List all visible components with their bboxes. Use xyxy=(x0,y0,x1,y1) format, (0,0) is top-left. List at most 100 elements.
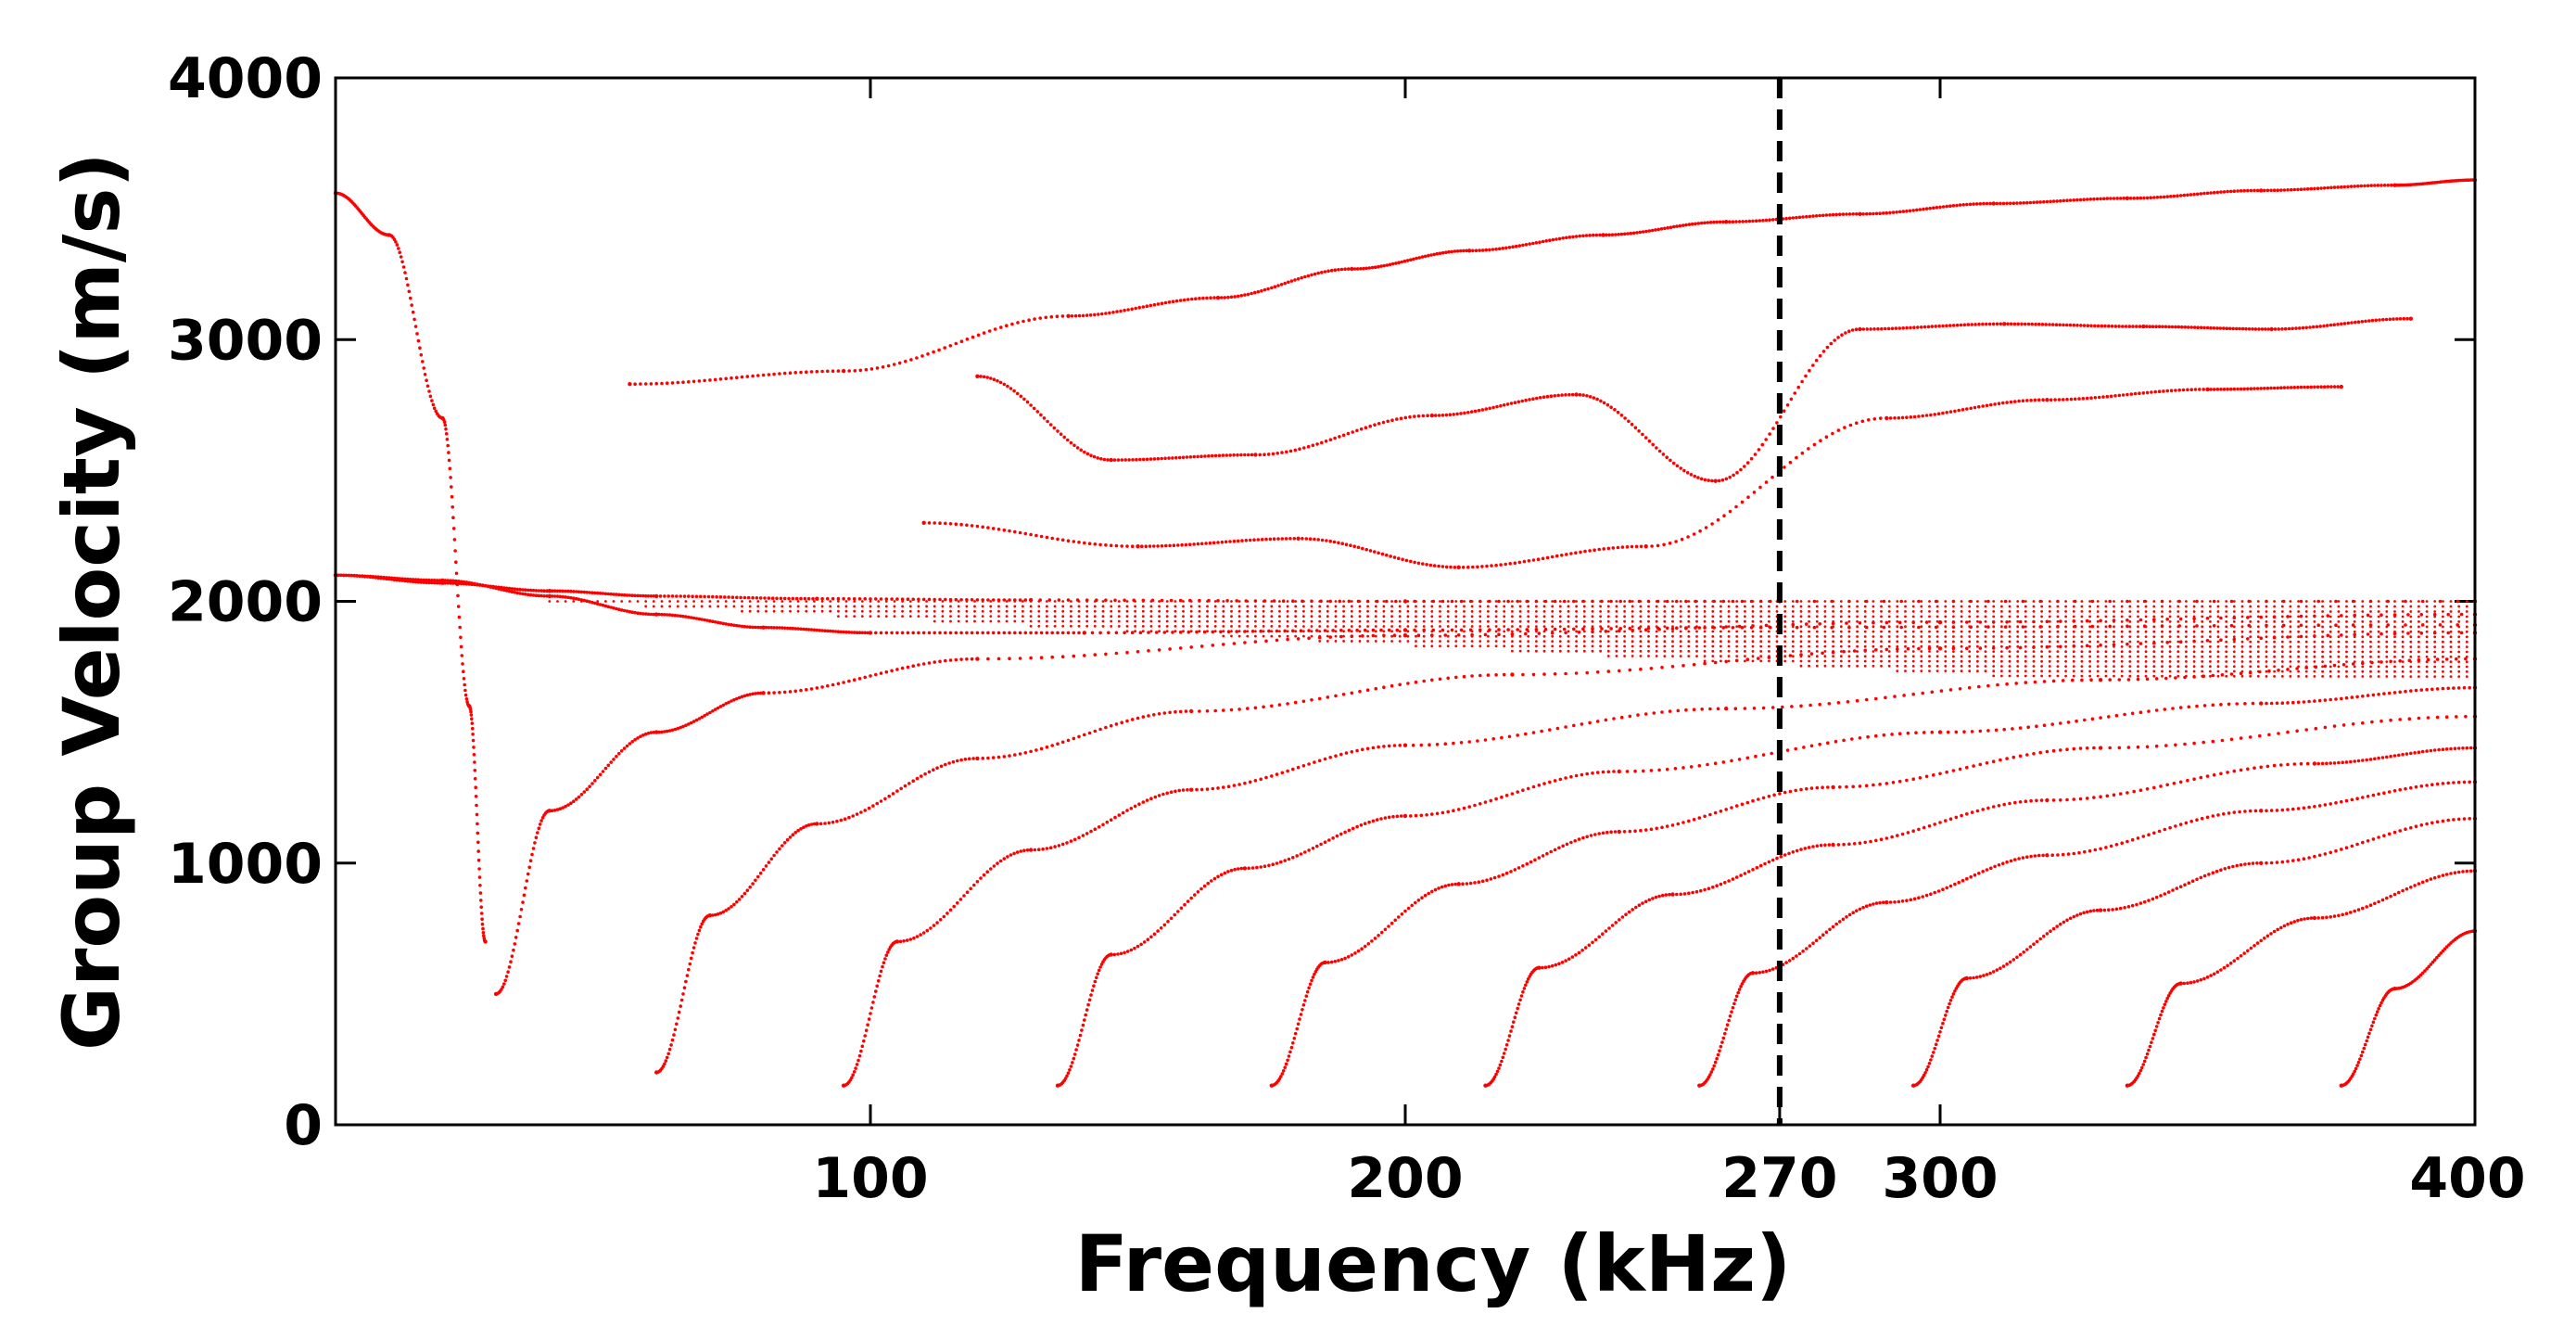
data-point xyxy=(500,585,503,590)
data-point xyxy=(1897,899,1901,904)
data-point xyxy=(1453,566,1457,569)
data-point xyxy=(1767,860,1771,864)
data-point xyxy=(2065,397,2069,402)
data-point xyxy=(2085,910,2089,914)
data-point xyxy=(1413,414,1416,418)
data-point xyxy=(2136,1074,2140,1078)
data-point xyxy=(2138,901,2143,905)
data-point xyxy=(1945,324,1948,328)
data-point xyxy=(2326,633,2330,638)
data-point xyxy=(1687,605,1691,608)
data-point xyxy=(1501,247,1505,250)
data-point xyxy=(2099,716,2102,720)
data-point xyxy=(1937,324,1941,328)
data-point xyxy=(1579,550,1582,555)
data-point xyxy=(398,250,402,255)
data-point xyxy=(449,579,452,582)
data-point xyxy=(2313,385,2316,389)
data-point xyxy=(1655,446,1658,450)
data-point xyxy=(1960,605,1963,608)
data-point xyxy=(1743,465,1746,468)
data-point xyxy=(1952,600,1955,603)
data-point xyxy=(874,672,878,677)
data-point xyxy=(2072,746,2076,751)
data-point xyxy=(1313,760,1316,764)
data-point xyxy=(732,605,736,608)
data-point xyxy=(1429,253,1433,257)
data-point xyxy=(2109,197,2113,200)
data-point xyxy=(2334,848,2338,853)
data-point xyxy=(1069,839,1073,843)
data-point xyxy=(1390,600,1393,603)
data-point xyxy=(1013,631,1017,635)
data-point xyxy=(2005,682,2009,686)
data-point xyxy=(2232,387,2237,391)
data-point xyxy=(1831,212,1835,217)
data-point xyxy=(877,609,881,613)
data-point xyxy=(1991,805,1996,809)
data-point xyxy=(1728,475,1732,479)
data-point xyxy=(1851,784,1855,789)
data-point xyxy=(2219,968,2223,972)
data-point xyxy=(1471,565,1475,569)
data-point xyxy=(1945,886,1948,890)
data-point xyxy=(1520,399,1524,403)
data-point xyxy=(2011,727,2014,731)
data-point xyxy=(1163,456,1167,461)
data-point xyxy=(1016,321,1020,325)
data-point xyxy=(2099,644,2102,647)
data-point xyxy=(1936,412,1941,416)
data-point xyxy=(2371,1020,2376,1025)
data-point xyxy=(1906,731,1910,735)
data-point xyxy=(2014,682,2018,685)
data-point xyxy=(2256,600,2260,603)
data-point xyxy=(2409,751,2413,756)
data-point xyxy=(1543,965,1548,969)
data-point xyxy=(1415,610,1417,613)
data-point xyxy=(462,581,466,586)
data-point xyxy=(1174,709,1177,714)
data-point xyxy=(646,594,651,598)
data-point xyxy=(1199,787,1204,792)
data-point xyxy=(1196,454,1199,459)
data-point xyxy=(1174,600,1177,603)
data-point xyxy=(2265,934,2270,938)
data-point xyxy=(1605,402,1610,407)
data-point xyxy=(2425,605,2429,608)
data-point xyxy=(2118,906,2123,911)
data-point xyxy=(1929,892,1933,896)
data-point xyxy=(975,880,980,884)
data-point xyxy=(1560,961,1565,964)
data-point xyxy=(1567,236,1572,239)
data-point xyxy=(2041,853,2045,858)
data-point xyxy=(2008,600,2011,603)
data-point xyxy=(1002,528,1007,532)
data-point xyxy=(2379,660,2383,664)
data-point xyxy=(1863,605,1867,608)
data-point xyxy=(1455,412,1459,416)
data-point xyxy=(1921,414,1924,418)
data-point xyxy=(1443,742,1448,746)
data-point xyxy=(1988,201,1992,206)
data-point xyxy=(1880,326,1884,331)
data-point xyxy=(1174,455,1178,460)
data-point xyxy=(615,593,618,596)
data-point xyxy=(1415,256,1418,261)
data-point xyxy=(1595,670,1600,674)
data-point xyxy=(829,600,832,603)
data-point xyxy=(869,674,872,678)
data-point xyxy=(1320,271,1324,274)
data-point xyxy=(1845,784,1848,789)
data-point xyxy=(815,596,819,601)
data-point xyxy=(2090,717,2095,721)
data-point xyxy=(1364,426,1368,430)
data-point xyxy=(524,588,527,592)
data-point xyxy=(1339,629,1343,632)
data-point xyxy=(954,341,958,346)
data-point xyxy=(1117,609,1121,613)
data-point xyxy=(2082,324,2087,327)
data-point xyxy=(1455,249,1460,253)
data-point xyxy=(2287,326,2291,331)
data-point xyxy=(2112,793,2116,797)
data-point xyxy=(1243,293,1247,297)
